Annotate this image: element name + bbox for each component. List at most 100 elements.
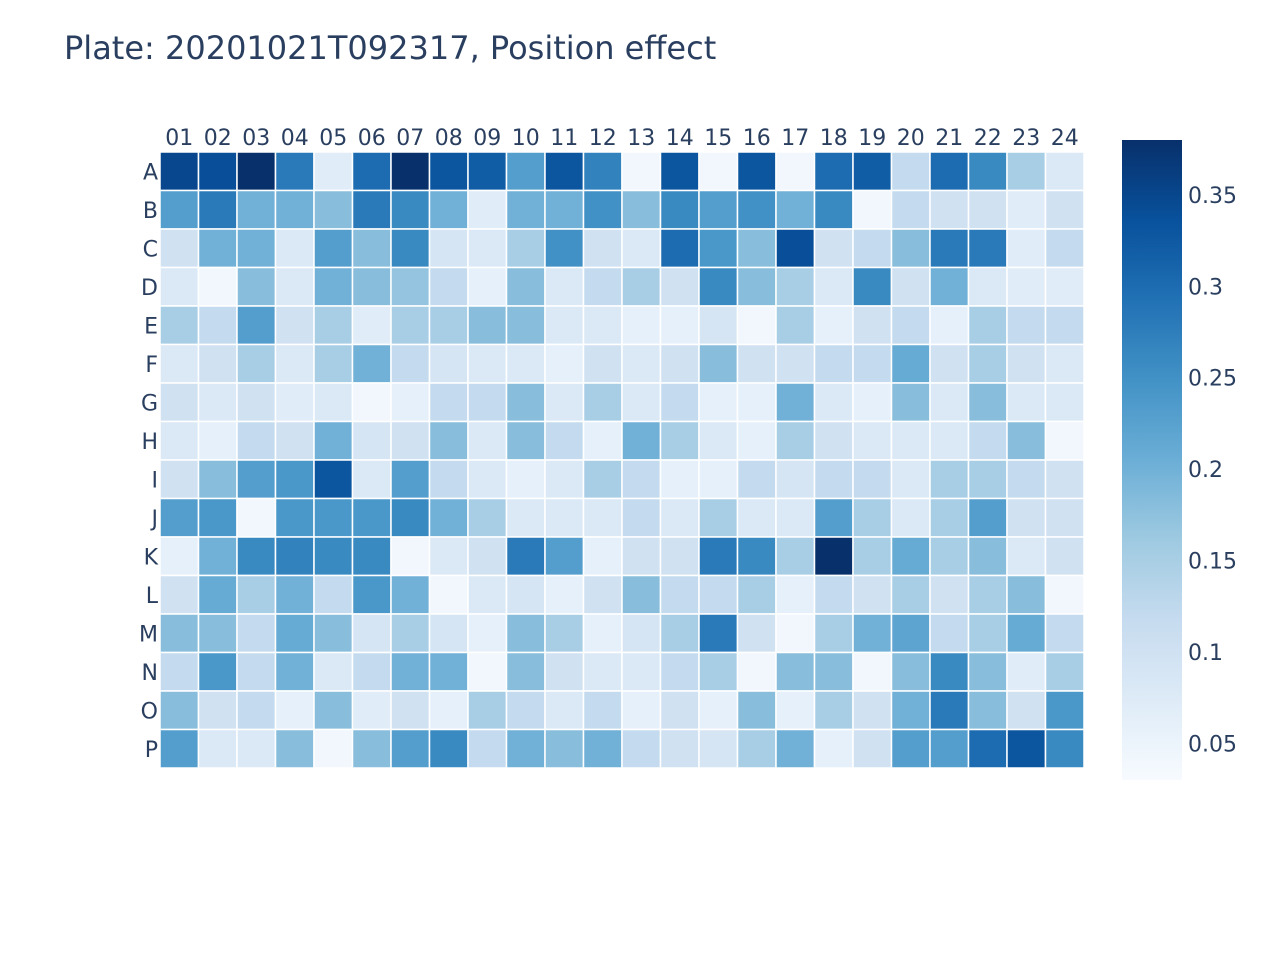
heatmap-cell-J01: [159, 497, 200, 538]
heatmap-cell-G15: [698, 382, 739, 423]
heatmap-cell-G11: [544, 382, 585, 423]
heatmap-cell-C14: [659, 228, 700, 269]
heatmap-cell-N23: [1006, 651, 1047, 692]
heatmap-cell-O08: [428, 690, 469, 731]
heatmap-cell-E12: [582, 305, 623, 346]
heatmap-cell-C05: [313, 228, 354, 269]
colorbar-tick-label: 0.05: [1188, 732, 1237, 757]
heatmap-cell-O12: [582, 690, 623, 731]
heatmap-cell-A05: [313, 151, 354, 192]
heatmap-cell-I06: [351, 459, 392, 500]
heatmap-cell-A02: [197, 151, 238, 192]
heatmap-cell-N21: [929, 651, 970, 692]
heatmap-cell-P14: [659, 728, 700, 769]
heatmap-cell-C07: [390, 228, 431, 269]
heatmap-cell-P16: [736, 728, 777, 769]
heatmap-cell-M07: [390, 613, 431, 654]
heatmap-cell-I23: [1006, 459, 1047, 500]
heatmap-cell-E08: [428, 305, 469, 346]
column-label: 20: [897, 126, 925, 151]
heatmap-cell-E19: [852, 305, 893, 346]
row-label: N: [142, 661, 158, 686]
heatmap-cell-G23: [1006, 382, 1047, 423]
heatmap-cell-B07: [390, 189, 431, 230]
heatmap-cell-L10: [505, 574, 546, 615]
heatmap-cell-K13: [621, 536, 662, 577]
heatmap-cell-E18: [813, 305, 854, 346]
heatmap-cell-K23: [1006, 536, 1047, 577]
heatmap-cell-O19: [852, 690, 893, 731]
heatmap-cell-E21: [929, 305, 970, 346]
heatmap-cell-O11: [544, 690, 585, 731]
heatmap-cell-J15: [698, 497, 739, 538]
heatmap-cell-E05: [313, 305, 354, 346]
heatmap-cell-J10: [505, 497, 546, 538]
heatmap-cell-L09: [467, 574, 508, 615]
heatmap-cell-J22: [967, 497, 1008, 538]
heatmap-cell-P06: [351, 728, 392, 769]
heatmap-cell-E09: [467, 305, 508, 346]
heatmap-cell-C16: [736, 228, 777, 269]
heatmap-cell-F12: [582, 343, 623, 384]
heatmap-cell-L07: [390, 574, 431, 615]
heatmap-cell-D22: [967, 266, 1008, 307]
heatmap-cell-N02: [197, 651, 238, 692]
heatmap-cell-F01: [159, 343, 200, 384]
heatmap-cell-O23: [1006, 690, 1047, 731]
heatmap-cell-M08: [428, 613, 469, 654]
heatmap-cell-I21: [929, 459, 970, 500]
heatmap-cell-C12: [582, 228, 623, 269]
heatmap-cell-J18: [813, 497, 854, 538]
heatmap-cell-C22: [967, 228, 1008, 269]
heatmap-cell-C03: [236, 228, 277, 269]
heatmap-cell-P21: [929, 728, 970, 769]
heatmap-cell-F05: [313, 343, 354, 384]
heatmap-cell-L17: [775, 574, 816, 615]
heatmap-cell-H08: [428, 420, 469, 461]
heatmap-cell-L23: [1006, 574, 1047, 615]
heatmap-cell-C11: [544, 228, 585, 269]
heatmap-cell-H20: [890, 420, 931, 461]
heatmap-cell-L16: [736, 574, 777, 615]
heatmap-cell-L12: [582, 574, 623, 615]
heatmap-cell-C19: [852, 228, 893, 269]
heatmap-cell-H05: [313, 420, 354, 461]
colorbar-tick-label: 0.1: [1188, 641, 1223, 666]
column-label: 05: [319, 126, 347, 151]
heatmap-cell-B08: [428, 189, 469, 230]
heatmap-cell-O06: [351, 690, 392, 731]
heatmap-cell-M02: [197, 613, 238, 654]
heatmap-cell-O04: [274, 690, 315, 731]
heatmap-cell-L11: [544, 574, 585, 615]
heatmap-cell-L04: [274, 574, 315, 615]
heatmap-cell-I14: [659, 459, 700, 500]
heatmap-cell-K21: [929, 536, 970, 577]
heatmap-cell-D16: [736, 266, 777, 307]
heatmap-cell-A23: [1006, 151, 1047, 192]
heatmap-cell-I20: [890, 459, 931, 500]
heatmap-cell-G01: [159, 382, 200, 423]
heatmap-cell-G13: [621, 382, 662, 423]
heatmap-cell-D18: [813, 266, 854, 307]
row-label: M: [139, 622, 158, 647]
heatmap-cell-P17: [775, 728, 816, 769]
heatmap-cell-N15: [698, 651, 739, 692]
heatmap-cell-F16: [736, 343, 777, 384]
column-label: 15: [704, 126, 732, 151]
heatmap-cell-A06: [351, 151, 392, 192]
heatmap-cell-B16: [736, 189, 777, 230]
column-label: 11: [550, 126, 578, 151]
heatmap-cell-O05: [313, 690, 354, 731]
heatmap-cell-J13: [621, 497, 662, 538]
heatmap-cell-P05: [313, 728, 354, 769]
heatmap-cell-H10: [505, 420, 546, 461]
heatmap-cell-J09: [467, 497, 508, 538]
row-label: C: [143, 237, 158, 262]
heatmap-cell-F09: [467, 343, 508, 384]
column-label: 10: [512, 126, 540, 151]
heatmap-cell-A20: [890, 151, 931, 192]
heatmap-cell-B21: [929, 189, 970, 230]
heatmap-cell-D23: [1006, 266, 1047, 307]
heatmap-cell-I04: [274, 459, 315, 500]
heatmap-cell-D09: [467, 266, 508, 307]
